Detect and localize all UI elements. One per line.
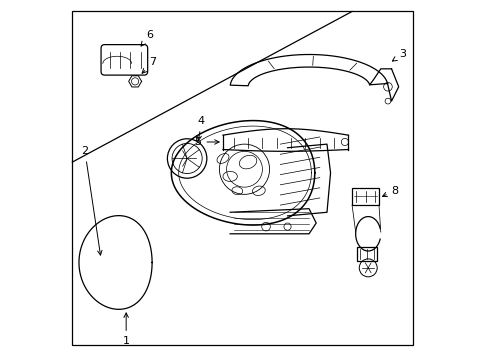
Text: 7: 7 [142, 57, 156, 73]
Text: 8: 8 [382, 186, 398, 197]
Text: 5: 5 [194, 137, 219, 147]
Bar [357, 247, 376, 261]
Text: 1: 1 [122, 313, 129, 346]
Text: 6: 6 [141, 30, 153, 46]
Text: 4: 4 [197, 116, 204, 140]
Text: 3: 3 [392, 49, 405, 61]
Bar [351, 188, 378, 205]
Text: 2: 2 [81, 146, 102, 255]
